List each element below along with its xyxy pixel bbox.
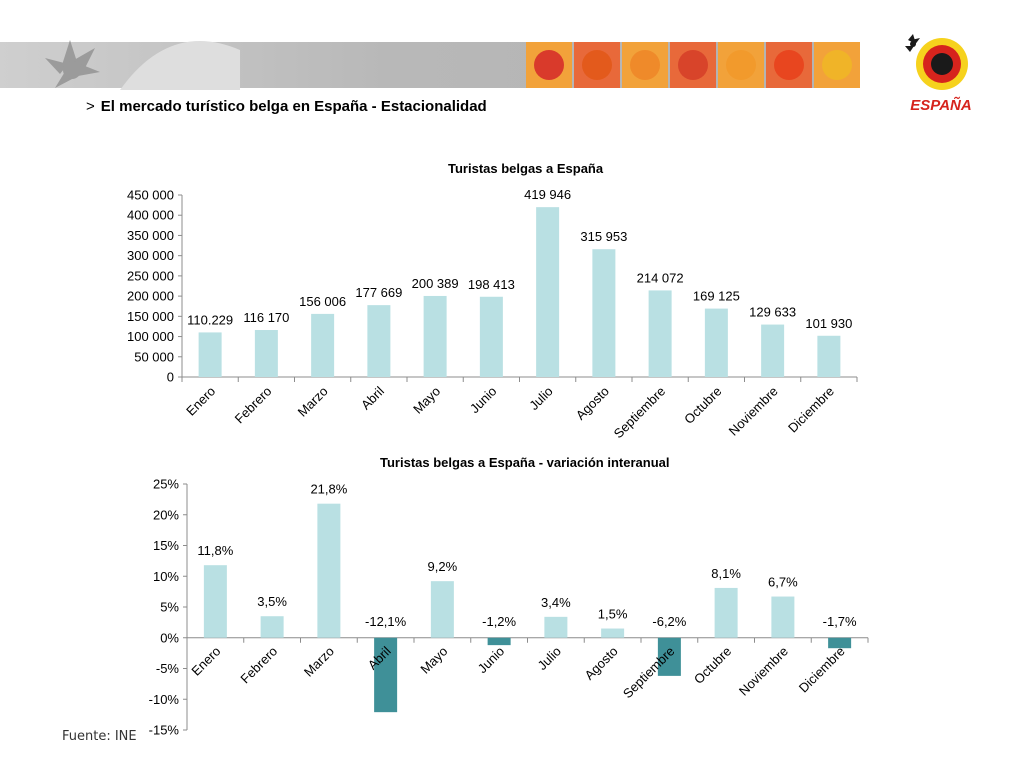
bar xyxy=(203,565,227,638)
espana-logo-icon: ESPAÑA xyxy=(905,34,972,114)
banner-tile xyxy=(670,42,716,88)
data-label: 129 633 xyxy=(749,305,796,320)
data-label: 198 413 xyxy=(468,277,515,292)
data-label: -12,1% xyxy=(365,614,407,629)
x-tick-label: Julio xyxy=(534,644,564,674)
y-tick-label: 15% xyxy=(153,538,179,553)
x-tick-label: Diciembre xyxy=(796,644,848,696)
banner-tile xyxy=(814,42,860,88)
bar xyxy=(254,330,278,377)
bar xyxy=(828,637,852,649)
data-label: 214 072 xyxy=(637,270,684,285)
banner-tiles xyxy=(526,42,862,88)
data-label: 110.229 xyxy=(187,312,233,327)
bar xyxy=(657,637,681,676)
bar xyxy=(714,587,738,638)
banner-tile xyxy=(766,42,812,88)
y-tick-label: 350 000 xyxy=(127,228,174,243)
y-tick-label: 300 000 xyxy=(127,248,174,263)
bar xyxy=(592,249,616,377)
x-tick-label: Marzo xyxy=(301,644,337,680)
banner-tile xyxy=(622,42,668,88)
bar xyxy=(198,332,222,377)
data-label: -1,2% xyxy=(482,614,516,629)
data-label: 6,7% xyxy=(768,575,798,590)
x-tick-label: Enero xyxy=(188,644,223,679)
title-arrow: > xyxy=(86,98,95,115)
y-tick-label: -5% xyxy=(156,661,180,676)
chart2-title: Turistas belgas a España - variación int… xyxy=(380,455,670,470)
data-label: 8,1% xyxy=(711,566,741,581)
bar xyxy=(430,581,454,638)
bar xyxy=(260,616,284,638)
data-label: 1,5% xyxy=(598,607,628,622)
y-tick-label: 25% xyxy=(153,477,179,492)
y-tick-label: 150 000 xyxy=(127,309,174,324)
y-tick-label: 20% xyxy=(153,507,179,522)
bar xyxy=(761,324,785,377)
bar xyxy=(487,637,511,646)
y-tick-label: 0% xyxy=(160,630,179,645)
data-label: 101 930 xyxy=(805,316,852,331)
x-tick-label: Febrero xyxy=(237,644,280,687)
bar xyxy=(536,207,560,377)
y-tick-label: 5% xyxy=(160,600,179,615)
bar xyxy=(771,596,795,638)
data-label: -6,2% xyxy=(652,614,686,629)
bar xyxy=(817,335,841,377)
x-tick-label: Octubre xyxy=(691,644,734,687)
bar xyxy=(648,290,672,377)
x-tick-label: Noviembre xyxy=(736,644,791,699)
y-tick-label: 100 000 xyxy=(127,329,174,344)
bar xyxy=(374,637,398,713)
y-tick-label: 450 000 xyxy=(127,188,174,203)
chart1-title: Turistas belgas a España xyxy=(448,161,604,176)
data-label: 200 389 xyxy=(412,276,459,291)
banner-tile xyxy=(574,42,620,88)
source-note: Fuente: INE xyxy=(62,729,137,744)
page-title-text: El mercado turístico belga en España - E… xyxy=(100,98,487,115)
x-tick-label: Mayo xyxy=(417,644,450,677)
data-label: 3,5% xyxy=(257,594,287,609)
y-tick-label: -10% xyxy=(149,692,180,707)
bar xyxy=(423,295,447,377)
bar xyxy=(544,616,568,638)
data-label: 9,2% xyxy=(428,559,458,574)
bar xyxy=(367,305,391,377)
bar xyxy=(601,628,625,638)
logo-text: ESPAÑA xyxy=(910,96,971,114)
data-label: 116 170 xyxy=(243,310,289,325)
data-label: 315 953 xyxy=(580,229,627,244)
data-label: 3,4% xyxy=(541,595,571,610)
y-tick-label: 0 xyxy=(167,370,174,385)
bar xyxy=(317,503,341,638)
y-tick-label: 250 000 xyxy=(127,268,174,283)
bar xyxy=(311,313,335,377)
page-title: > El mercado turístico belga en España - … xyxy=(86,98,487,115)
y-tick-label: -15% xyxy=(149,723,180,738)
banner-tile xyxy=(718,42,764,88)
y-tick-label: 50 000 xyxy=(134,349,174,364)
sun-decoration-icon xyxy=(45,40,240,90)
bar xyxy=(704,308,728,377)
x-tick-label: Junio xyxy=(475,644,508,677)
x-tick-label: Agosto xyxy=(582,644,621,683)
data-label: 21,8% xyxy=(310,482,347,497)
data-label: 419 946 xyxy=(524,187,571,202)
data-label: 177 669 xyxy=(355,285,402,300)
y-tick-label: 200 000 xyxy=(127,289,174,304)
bar xyxy=(479,296,503,377)
data-label: 169 125 xyxy=(693,289,740,304)
data-label: -1,7% xyxy=(823,614,857,629)
data-label: 156 006 xyxy=(299,294,346,309)
y-tick-label: 400 000 xyxy=(127,208,174,223)
banner-tile xyxy=(526,42,572,88)
y-tick-label: 10% xyxy=(153,569,179,584)
data-label: 11,8% xyxy=(197,543,233,558)
